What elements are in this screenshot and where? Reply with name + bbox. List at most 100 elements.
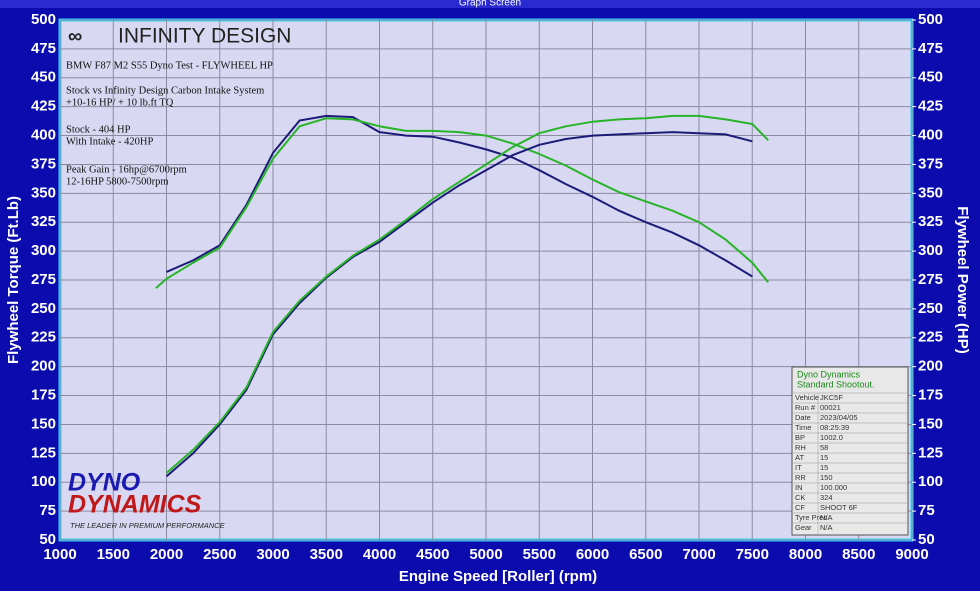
logo-text: DYNO — [68, 469, 141, 497]
y2-tick-label: 75 — [918, 502, 935, 519]
y2-tick-label: 175 — [918, 387, 943, 404]
y2-tick-label: 350 — [918, 184, 943, 201]
y2-tick-label: 225 — [918, 329, 943, 346]
y-tick-label: 100 — [31, 473, 56, 490]
y2-tick-label: 475 — [918, 40, 943, 57]
logo-text: DYNAMICS — [68, 491, 202, 519]
x-tick-label: 7500 — [736, 546, 769, 563]
x-tick-label: 8000 — [789, 546, 822, 563]
y-axis-title: Flywheel Torque (Ft.Lb) — [5, 196, 22, 364]
info-cell: 08:25:39 — [820, 423, 849, 432]
y-tick-label: 325 — [31, 213, 56, 230]
y-tick-label: 50 — [39, 531, 56, 548]
y-tick-label: 125 — [31, 444, 56, 461]
info-cell: Tyre Pres. — [795, 513, 829, 522]
y2-tick-label: 400 — [918, 127, 943, 144]
window-title: Graph Screen — [459, 0, 521, 9]
y2-tick-label: 100 — [918, 473, 943, 490]
infinity-icon: ∞ — [68, 25, 82, 47]
y-tick-label: 175 — [31, 387, 56, 404]
y-tick-label: 350 — [31, 184, 56, 201]
x-tick-label: 3000 — [256, 546, 289, 563]
x-tick-label: 6000 — [576, 546, 609, 563]
annotation: +10-16 HP/ + 10 lb.ft TQ — [66, 97, 174, 108]
dyno-logo: DYNO DYNAMICS THE LEADER IN PREMIUM PERF… — [68, 469, 226, 530]
y2-tick-label: 500 — [918, 11, 943, 28]
y-tick-label: 250 — [31, 300, 56, 317]
y2-tick-label: 450 — [918, 69, 943, 86]
y-tick-label: 225 — [31, 329, 56, 346]
info-cell: CK — [795, 493, 805, 502]
info-cell: N/A — [820, 523, 833, 532]
y2-tick-label: 300 — [918, 242, 943, 259]
info-cell: RR — [795, 473, 806, 482]
info-cell: 324 — [820, 493, 833, 502]
y2-tick-label: 375 — [918, 155, 943, 172]
x-tick-label: 1000 — [43, 546, 76, 563]
series-line — [165, 114, 769, 474]
x-tick-label: 2000 — [150, 546, 183, 563]
info-cell: Run # — [795, 403, 816, 412]
info-cell: 00021 — [820, 403, 841, 412]
info-cell: 1002.0 — [820, 433, 843, 442]
info-box — [791, 366, 909, 536]
info-cell: SHOOT 6F — [820, 503, 858, 512]
x-tick-label: 9000 — [895, 546, 928, 563]
series-line — [166, 114, 753, 278]
info-cell: 15 — [820, 453, 828, 462]
info-cell: 100.000 — [820, 483, 847, 492]
y2-tick-label: 325 — [918, 213, 943, 230]
info-cell: JKC5F — [820, 393, 843, 402]
title-bar — [0, 0, 980, 8]
y2-tick-label: 425 — [918, 98, 943, 115]
y2-tick-label: 125 — [918, 444, 943, 461]
logo-text: INFINITY DESIGN — [118, 25, 291, 48]
x-tick-label: 1500 — [97, 546, 130, 563]
y-tick-label: 200 — [31, 358, 56, 375]
x-tick-label: 4000 — [363, 546, 396, 563]
y-tick-label: 475 — [31, 40, 56, 57]
infinity-logo: ∞ INFINITY DESIGN — [68, 25, 291, 48]
info-cell: Gear — [795, 523, 812, 532]
info-header: Dyno Dynamics — [797, 369, 861, 379]
y-tick-label: 500 — [31, 11, 56, 28]
annotation: Stock - 404 HP — [66, 124, 131, 135]
annotation: With Intake - 420HP — [66, 136, 154, 147]
y2-tick-label: 200 — [918, 358, 943, 375]
info-cell: IT — [795, 463, 802, 472]
y2-tick-label: 150 — [918, 415, 943, 432]
info-header: Standard Shootout. — [797, 379, 875, 389]
info-cell: 58 — [820, 443, 828, 452]
logo-text: THE LEADER IN PREMIUM PERFORMANCE — [70, 521, 226, 530]
annotation: Peak Gain - 16hp@6700rpm — [66, 164, 187, 175]
y-tick-label: 75 — [39, 502, 56, 519]
info-cell: Vehicle — [795, 393, 819, 402]
annotation: 12-16HP 5800-7500rpm — [66, 176, 169, 187]
x-tick-label: 5000 — [469, 546, 502, 563]
x-tick-label: 5500 — [523, 546, 556, 563]
x-tick-label: 4500 — [416, 546, 449, 563]
x-tick-label: 7000 — [682, 546, 715, 563]
x-tick-label: 6500 — [629, 546, 662, 563]
x-tick-label: 3500 — [310, 546, 343, 563]
info-cell: AT — [795, 453, 804, 462]
annotation: Stock vs Infinity Design Carbon Intake S… — [66, 85, 264, 96]
y2-tick-label: 250 — [918, 300, 943, 317]
y-tick-label: 450 — [31, 69, 56, 86]
info-cell: Time — [795, 423, 811, 432]
y-tick-label: 150 — [31, 415, 56, 432]
y-tick-label: 300 — [31, 242, 56, 259]
series-line — [155, 117, 769, 289]
y2-tick-label: 275 — [918, 271, 943, 288]
info-cell: IN — [795, 483, 803, 492]
y2-tick-label: 50 — [918, 531, 935, 548]
y-tick-label: 375 — [31, 155, 56, 172]
y-tick-label: 275 — [31, 271, 56, 288]
info-cell: RH — [795, 443, 806, 452]
annotation: BMW F87 M2 S55 Dyno Test - FLYWHEEL HP — [66, 60, 273, 71]
info-cell: 15 — [820, 463, 828, 472]
y-tick-label: 400 — [31, 127, 56, 144]
info-cell: N/A — [820, 513, 833, 522]
info-cell: BP — [795, 433, 805, 442]
